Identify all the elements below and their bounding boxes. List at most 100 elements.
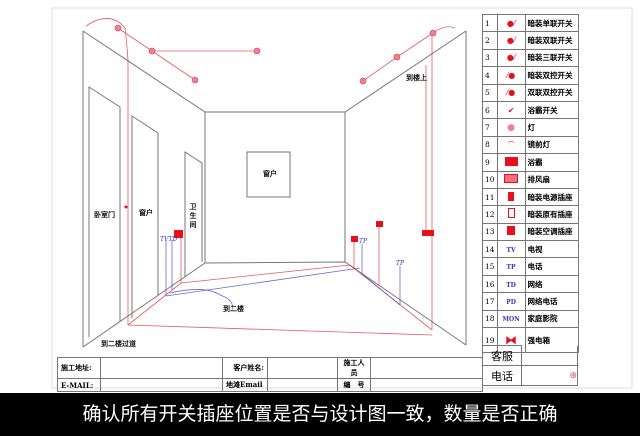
lamp-icon [148, 47, 156, 55]
customer-name-field[interactable] [267, 357, 338, 379]
switch-icon [124, 205, 128, 209]
power-socket-icon [351, 236, 358, 242]
double-two-way-switch-icon: ⁄● [496, 83, 526, 102]
legend-number: 10 [482, 170, 498, 189]
bathroom-door [184, 151, 203, 277]
phone-label: 电话 [482, 365, 522, 386]
phone-outlet-icon: TP [496, 257, 526, 276]
back-window [246, 151, 291, 198]
floor-edges [82, 261, 467, 348]
legend-number: 17 [482, 292, 498, 311]
legend-row: 7 ● 灯 [482, 118, 579, 137]
legend-row: 10 排风扇 [482, 170, 579, 189]
worker-field[interactable] [370, 357, 483, 379]
service-phone-box: 客服 电话 ⊕ [482, 345, 578, 386]
legend-row: 2 ●⁄ 暗装双联开关 [482, 31, 579, 50]
home-theater-icon: MON [496, 309, 526, 329]
two-way-switch-icon: ⁄● [496, 66, 526, 85]
caption-bar: 确认所有开关插座位置是否与设计图一致，数量是否正确 [0, 393, 640, 436]
legend-row: 11 暗装电源插座 [482, 187, 579, 207]
power-socket-icon [376, 221, 383, 227]
legend-number: 5 [482, 83, 498, 102]
email-field[interactable] [100, 378, 223, 392]
drawing-sheet: TVTD TP TP 卧室门 窗户 卫生间 窗户 到楼上 到二楼 到二楼过道 1… [51, 7, 633, 392]
label-to-second-floor-passage: 到二楼过道 [101, 340, 136, 348]
legend-row: 8 ⌒ 镜前灯 [482, 135, 579, 155]
triple-switch-icon: ●⁄ [496, 48, 526, 68]
legend-row: 18 MON 家庭影院 [482, 309, 579, 329]
tv-outlet-icon: TVTD [160, 236, 177, 243]
legend-number: 1 [482, 13, 498, 33]
worker-label: 施工人员 [337, 357, 371, 379]
legend-number: 6 [482, 100, 498, 120]
site-address-field[interactable] [100, 357, 223, 379]
label-left-window: 窗户 [139, 209, 153, 217]
ceiling-edges [82, 30, 467, 113]
legend-row: 13 暗装空调插座 [482, 222, 579, 242]
lamp-icon: ● [496, 118, 526, 137]
legend-row: 17 PD 网络电话 [482, 292, 579, 311]
legend-number: 3 [482, 48, 498, 68]
legend-row: 12 暗装原有插座 [482, 205, 579, 224]
compass-icon: ⊕ [569, 370, 577, 381]
lamp-icon [253, 47, 261, 55]
power-wiring [85, 18, 456, 336]
symbol-legend: 1 ●⁄ 暗装单联开关 2 ●⁄ 暗装双联开关 3 ●⁄ 暗装三联开关 4 ⁄● 暗装双控开关 5 ⁄● 双… [482, 13, 579, 354]
legend-number: 18 [482, 309, 498, 329]
legend-label: 暗装原有插座 [524, 205, 579, 224]
legend-label: 电视 [524, 240, 579, 259]
legend-label: 暗装三联开关 [524, 48, 579, 68]
legend-number: 12 [482, 205, 498, 224]
exhaust-fan-icon [496, 170, 526, 189]
weak-current-markers: TVTD TP TP [160, 236, 405, 267]
bath-heater-switch-icon: ✔ [496, 100, 526, 120]
legend-label: 镜前灯 [524, 135, 579, 155]
legend-number: 15 [482, 257, 498, 276]
legend-label: 双联双控开关 [524, 83, 579, 102]
legend-label: 暗装单联开关 [524, 13, 579, 33]
customer-name-label: 客户姓名: [222, 357, 268, 379]
legend-row: 14 TV 电视 [482, 240, 579, 259]
socket-markers [124, 205, 434, 242]
legend-number: 16 [482, 274, 498, 294]
phone-outlet-icon: TP [359, 238, 368, 245]
tv-outlet-icon: TV [496, 240, 526, 259]
legend-number: 9 [482, 153, 498, 172]
label-bedroom-door: 卧室门 [94, 211, 115, 219]
existing-socket-icon [496, 205, 526, 224]
legend-row: 6 ✔ 浴霸开关 [482, 100, 579, 120]
lamp-markers [114, 24, 437, 85]
email-label: E-MAIL: [57, 378, 101, 392]
label-to-second-floor: 到二楼 [223, 305, 244, 313]
room-outline [82, 30, 467, 348]
legend-number: 8 [482, 135, 498, 155]
power-socket-icon [422, 230, 434, 236]
single-switch-icon: ●⁄ [496, 13, 526, 33]
address-email-field[interactable] [267, 378, 338, 392]
double-switch-icon: ●⁄ [496, 31, 526, 50]
legend-row: 3 ●⁄ 暗装三联开关 [482, 48, 579, 68]
network-outlet-icon: TD [496, 274, 526, 294]
legend-row: 5 ⁄● 双联双控开关 [482, 83, 579, 102]
network-phone-outlet-icon: PD [496, 292, 526, 311]
legend-row: 1 ●⁄ 暗装单联开关 [482, 13, 579, 33]
legend-label: 电话 [524, 257, 579, 276]
legend-label: 暗装双联开关 [524, 31, 579, 50]
legend-number: 14 [482, 240, 498, 259]
legend-label: 暗装双控开关 [524, 66, 579, 85]
legend-row: 9 浴霸 [482, 153, 579, 172]
mirror-lamp-icon: ⌒ [496, 135, 526, 155]
lamp-icon [429, 29, 437, 37]
legend-label: 浴霸 [524, 153, 579, 172]
legend-label: 家庭影院 [524, 309, 579, 329]
legend-number: 11 [482, 187, 498, 207]
number-field[interactable] [370, 378, 483, 392]
number-label: 编 号 [337, 378, 371, 392]
bedroom-door [88, 86, 121, 337]
service-label: 客服 [482, 345, 522, 366]
legend-row: 16 TD 网络 [482, 274, 579, 294]
phone-outlet-icon: TP [396, 260, 405, 267]
legend-label: 网络电话 [524, 292, 579, 311]
info-table: 施工地址: 客户姓名: 施工人员 E-MAIL: 地滩Email 编 号 [57, 357, 483, 392]
legend-label: 暗装空调插座 [524, 222, 579, 242]
